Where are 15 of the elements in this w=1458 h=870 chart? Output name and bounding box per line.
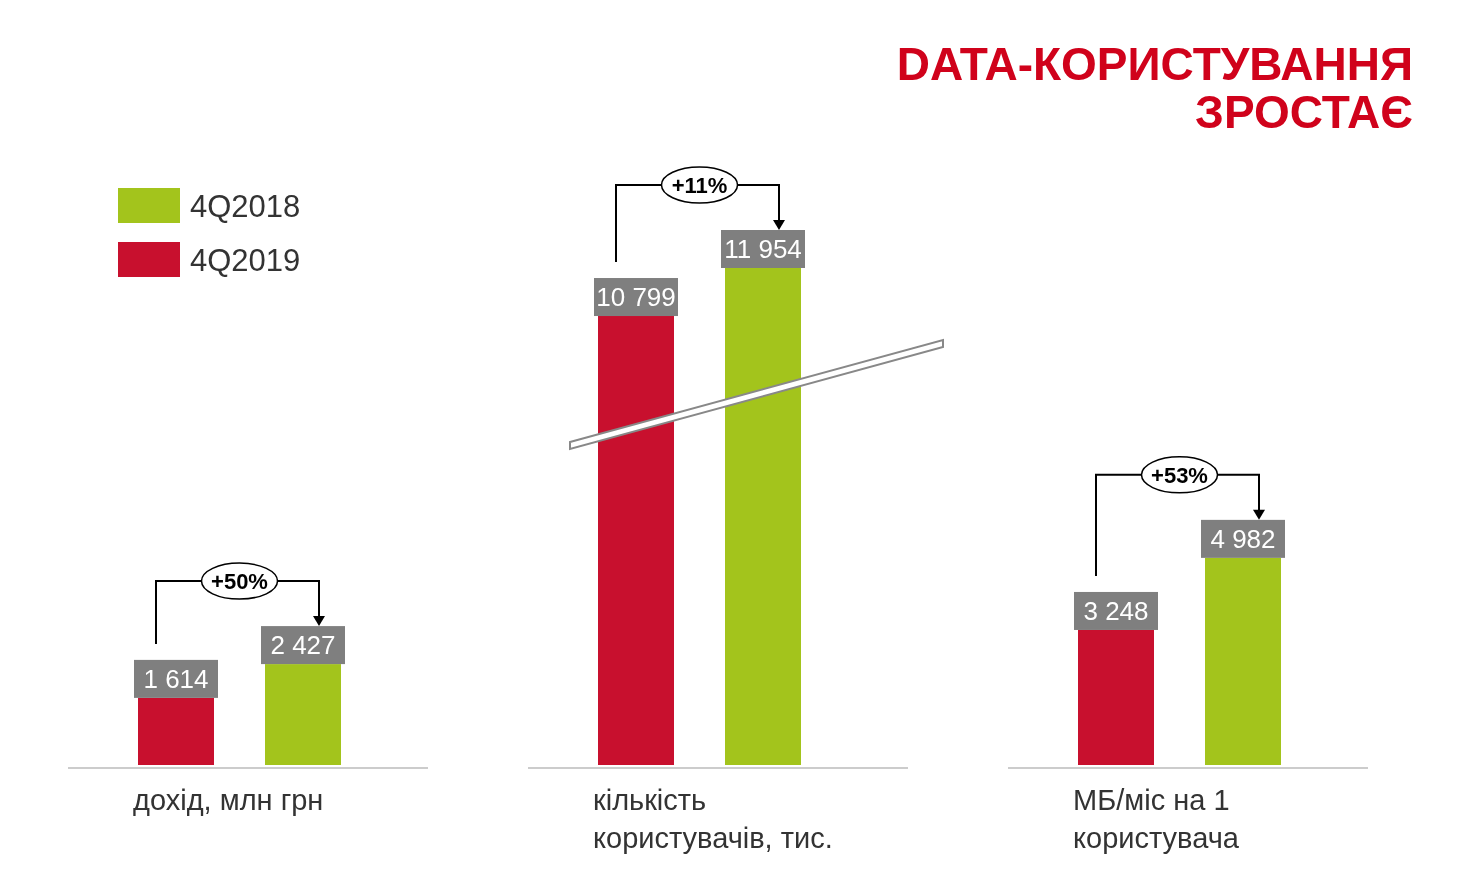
x-tick-label: дохід, млн грн — [133, 784, 324, 816]
data-label: 1 614 — [143, 663, 209, 694]
legend-label: 4Q2019 — [190, 243, 301, 278]
text: +53% — [1151, 462, 1208, 488]
x-tick-label: МБ/міс на 1 користувача — [1073, 784, 1240, 854]
x-tick-label: кількість користувачів, тис. — [593, 784, 833, 854]
data-label: 11 954 — [724, 234, 802, 264]
data-label: 10 799 — [596, 282, 676, 313]
data-label: 3 248 — [1083, 595, 1149, 626]
data-label: 4 982 — [1210, 523, 1276, 554]
text: +50% — [211, 569, 268, 595]
legend-label: 4Q2018 — [190, 189, 301, 224]
text: +11% — [671, 173, 728, 198]
data-label: 2 427 — [270, 630, 336, 661]
chart-title: DATA-КОРИСТУВАННЯ ЗРОСТАЄ — [896, 38, 1413, 138]
